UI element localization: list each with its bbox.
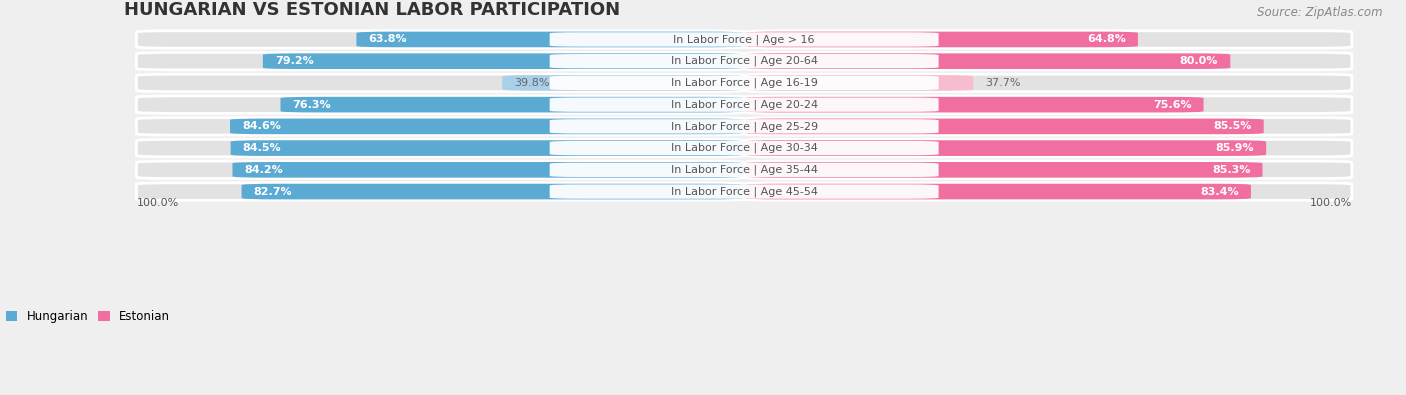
- Text: 100.0%: 100.0%: [136, 198, 179, 208]
- Text: 84.2%: 84.2%: [245, 165, 284, 175]
- FancyBboxPatch shape: [357, 32, 744, 47]
- Text: 79.2%: 79.2%: [276, 56, 314, 66]
- Text: 83.4%: 83.4%: [1201, 186, 1239, 197]
- Text: In Labor Force | Age 25-29: In Labor Force | Age 25-29: [671, 121, 818, 132]
- Text: 85.9%: 85.9%: [1215, 143, 1254, 153]
- Text: In Labor Force | Age 16-19: In Labor Force | Age 16-19: [671, 78, 817, 88]
- Text: Source: ZipAtlas.com: Source: ZipAtlas.com: [1257, 6, 1382, 19]
- FancyBboxPatch shape: [744, 139, 1351, 157]
- FancyBboxPatch shape: [550, 98, 939, 112]
- Text: 64.8%: 64.8%: [1087, 34, 1126, 45]
- Text: In Labor Force | Age 45-54: In Labor Force | Age 45-54: [671, 186, 818, 197]
- FancyBboxPatch shape: [550, 119, 939, 134]
- Text: In Labor Force | Age 35-44: In Labor Force | Age 35-44: [671, 165, 818, 175]
- FancyBboxPatch shape: [136, 183, 744, 200]
- Text: 82.7%: 82.7%: [253, 186, 292, 197]
- Text: 100.0%: 100.0%: [1309, 198, 1351, 208]
- FancyBboxPatch shape: [550, 184, 939, 199]
- FancyBboxPatch shape: [744, 75, 973, 91]
- FancyBboxPatch shape: [744, 140, 1267, 156]
- Legend: Hungarian, Estonian: Hungarian, Estonian: [6, 310, 170, 323]
- FancyBboxPatch shape: [136, 161, 744, 179]
- FancyBboxPatch shape: [136, 53, 744, 70]
- Text: In Labor Force | Age 20-64: In Labor Force | Age 20-64: [671, 56, 818, 66]
- FancyBboxPatch shape: [502, 75, 744, 91]
- FancyBboxPatch shape: [744, 183, 1351, 200]
- Text: HUNGARIAN VS ESTONIAN LABOR PARTICIPATION: HUNGARIAN VS ESTONIAN LABOR PARTICIPATIO…: [124, 1, 620, 19]
- Text: In Labor Force | Age 20-24: In Labor Force | Age 20-24: [671, 100, 818, 110]
- Text: 75.6%: 75.6%: [1153, 100, 1191, 110]
- FancyBboxPatch shape: [136, 118, 744, 135]
- Text: 39.8%: 39.8%: [515, 78, 550, 88]
- FancyBboxPatch shape: [744, 31, 1351, 48]
- FancyBboxPatch shape: [280, 97, 744, 113]
- FancyBboxPatch shape: [231, 118, 744, 134]
- FancyBboxPatch shape: [744, 53, 1230, 69]
- FancyBboxPatch shape: [550, 76, 939, 90]
- FancyBboxPatch shape: [550, 32, 939, 47]
- Text: 80.0%: 80.0%: [1180, 56, 1218, 66]
- FancyBboxPatch shape: [136, 139, 744, 157]
- FancyBboxPatch shape: [744, 32, 1137, 47]
- FancyBboxPatch shape: [136, 96, 744, 113]
- FancyBboxPatch shape: [550, 141, 939, 155]
- Text: 85.5%: 85.5%: [1213, 121, 1251, 132]
- FancyBboxPatch shape: [744, 184, 1251, 199]
- FancyBboxPatch shape: [232, 162, 744, 178]
- FancyBboxPatch shape: [263, 53, 744, 69]
- Text: 84.6%: 84.6%: [242, 121, 281, 132]
- Text: 37.7%: 37.7%: [986, 78, 1021, 88]
- FancyBboxPatch shape: [744, 53, 1351, 70]
- FancyBboxPatch shape: [744, 162, 1263, 178]
- FancyBboxPatch shape: [744, 74, 1351, 92]
- FancyBboxPatch shape: [550, 163, 939, 177]
- Text: 63.8%: 63.8%: [368, 34, 408, 45]
- FancyBboxPatch shape: [136, 74, 744, 92]
- Text: 76.3%: 76.3%: [292, 100, 332, 110]
- Text: 85.3%: 85.3%: [1212, 165, 1250, 175]
- FancyBboxPatch shape: [744, 97, 1204, 113]
- FancyBboxPatch shape: [550, 54, 939, 68]
- Text: In Labor Force | Age > 16: In Labor Force | Age > 16: [673, 34, 815, 45]
- Text: In Labor Force | Age 30-34: In Labor Force | Age 30-34: [671, 143, 817, 153]
- FancyBboxPatch shape: [744, 118, 1264, 134]
- FancyBboxPatch shape: [231, 140, 744, 156]
- Text: 84.5%: 84.5%: [243, 143, 281, 153]
- FancyBboxPatch shape: [744, 161, 1351, 179]
- FancyBboxPatch shape: [744, 118, 1351, 135]
- FancyBboxPatch shape: [744, 96, 1351, 113]
- FancyBboxPatch shape: [242, 184, 744, 199]
- FancyBboxPatch shape: [136, 31, 744, 48]
